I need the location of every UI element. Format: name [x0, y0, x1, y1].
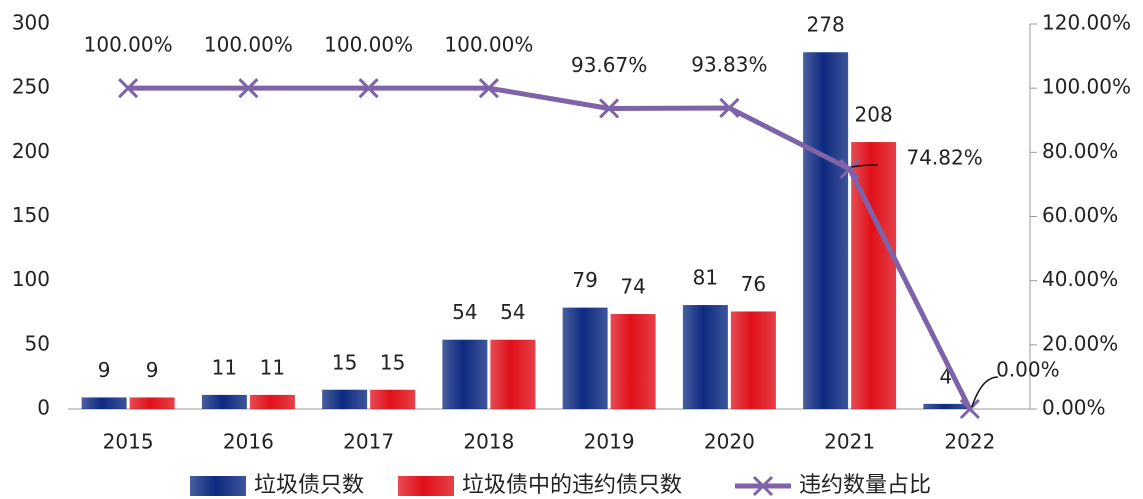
legend-marker	[752, 475, 774, 497]
y-tick-label: 50	[25, 331, 50, 355]
data-label: 11	[212, 355, 237, 379]
marker	[719, 97, 740, 119]
legend-label: 垃圾债只数	[254, 473, 364, 498]
y-tick-label: 300	[12, 11, 50, 35]
data-label: 100.00%	[204, 33, 293, 57]
x-tick-label: 2015	[103, 430, 154, 454]
bar	[81, 397, 127, 409]
bar	[923, 403, 969, 409]
x-tick-label: 2016	[223, 430, 274, 454]
x-tick-label: 2017	[343, 430, 394, 454]
data-label: 93.83%	[691, 52, 767, 76]
data-label: 100.00%	[444, 33, 533, 57]
legend-label: 垃圾债中的违约债只数	[462, 473, 682, 498]
bar	[201, 394, 247, 409]
legend-swatch	[398, 476, 454, 496]
data-label: 81	[693, 266, 718, 290]
data-label: 74.82%	[906, 145, 982, 169]
bar	[682, 305, 728, 409]
x-tick-label: 2021	[824, 430, 875, 454]
y2-tick-label: 0.00%	[1042, 396, 1106, 420]
x-tick-label: 2018	[463, 430, 514, 454]
legend-swatch	[190, 476, 246, 496]
data-label: 74	[620, 275, 645, 299]
y-tick-label: 0	[37, 396, 50, 420]
bar	[370, 389, 416, 409]
data-label: 54	[500, 300, 525, 324]
bar	[610, 314, 656, 409]
bar	[249, 394, 295, 409]
data-label: 278	[807, 13, 845, 37]
y2-tick-label: 120.00%	[1042, 11, 1131, 35]
y2-tick-label: 100.00%	[1042, 75, 1131, 99]
marker	[118, 78, 139, 99]
bar	[490, 339, 536, 409]
y-tick-label: 100	[12, 267, 50, 291]
leader-line	[971, 376, 998, 408]
marker	[959, 398, 980, 420]
x-tick-label: 2019	[584, 430, 635, 454]
data-label: 9	[98, 358, 111, 382]
data-label: 76	[741, 272, 766, 296]
y-tick-label: 250	[12, 75, 50, 99]
legend-label: 违约数量占比	[799, 473, 931, 498]
marker	[238, 78, 259, 99]
x-tick-label: 2022	[944, 430, 995, 454]
y2-tick-label: 80.00%	[1042, 139, 1118, 163]
leader-line	[851, 164, 878, 168]
data-label: 54	[452, 300, 477, 324]
bar	[322, 389, 368, 409]
data-label: 79	[572, 268, 597, 292]
data-label: 15	[332, 350, 357, 374]
bar	[730, 311, 776, 409]
marker	[839, 158, 860, 180]
legend: 垃圾债只数 垃圾债中的违约债只数 违约数量占比	[190, 473, 931, 498]
bar	[442, 339, 488, 409]
line	[128, 85, 973, 411]
data-label: 0.00%	[996, 358, 1060, 382]
y-tick-label: 200	[12, 139, 50, 163]
bar	[803, 52, 849, 409]
marker	[358, 78, 379, 99]
data-label: 11	[260, 355, 285, 379]
marker	[599, 98, 620, 119]
data-label: 9	[146, 358, 159, 382]
bar	[562, 307, 608, 409]
data-label: 100.00%	[84, 33, 173, 57]
bar	[129, 397, 175, 409]
x-tick-label: 2020	[704, 430, 755, 454]
y2-tick-label: 40.00%	[1042, 267, 1118, 291]
marker	[478, 78, 499, 99]
y2-tick-label: 20.00%	[1042, 331, 1118, 355]
data-label: 100.00%	[324, 33, 413, 57]
y-tick-label: 150	[12, 203, 50, 227]
y2-tick-label: 60.00%	[1042, 203, 1118, 227]
data-label: 208	[855, 103, 893, 127]
data-label: 15	[380, 350, 405, 374]
data-label: 93.67%	[571, 53, 647, 77]
